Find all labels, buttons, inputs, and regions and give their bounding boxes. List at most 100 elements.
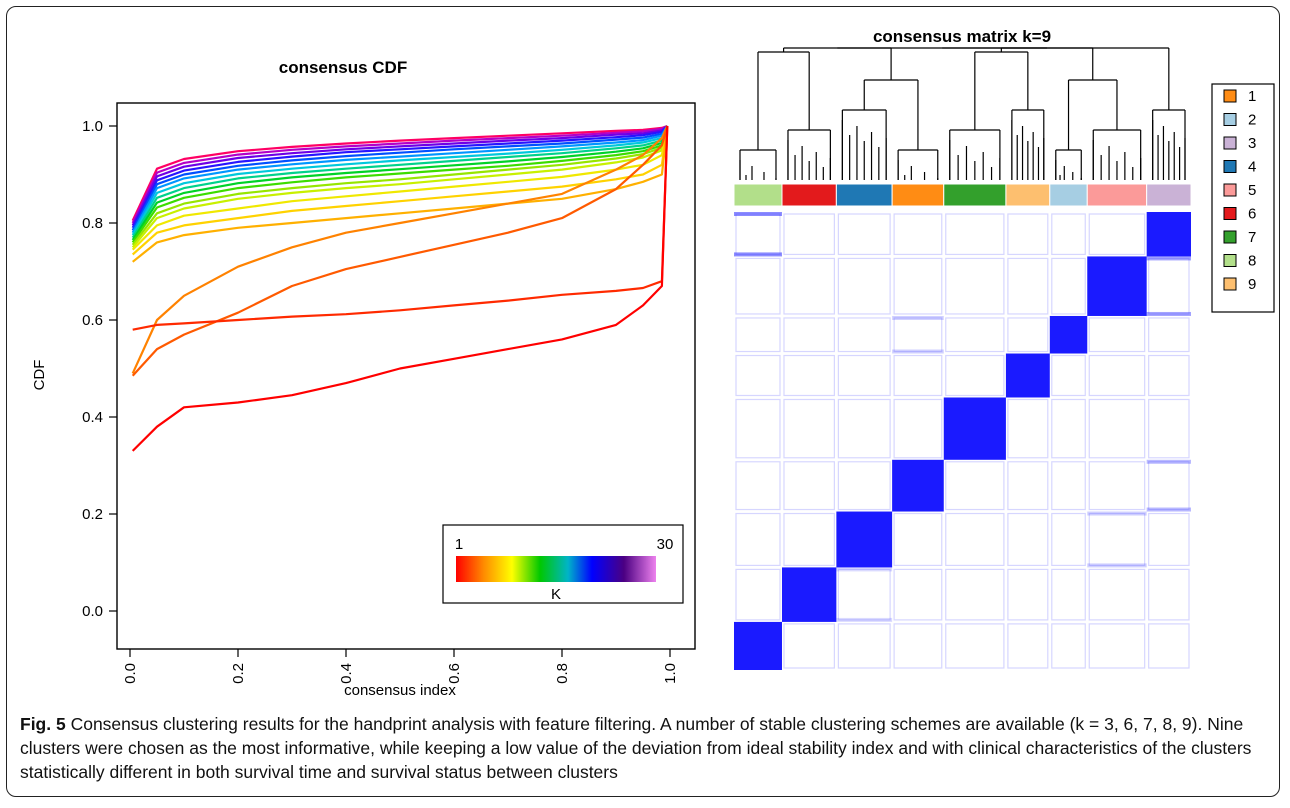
matrix-offdiag-stripe (836, 617, 893, 622)
cdf-series-line-k16 (131, 125, 669, 239)
matrix-offdiag-stripe (836, 567, 893, 572)
cluster-bar-segment-1 (891, 183, 945, 207)
matrix-offdiag-cell (783, 623, 835, 669)
cluster-legend-label-8: 8 (1248, 253, 1256, 270)
matrix-offdiag-cell (945, 568, 1005, 621)
y-tick-label: 0.2 (82, 506, 103, 523)
matrix-offdiag-stripe (892, 349, 944, 354)
matrix-offdiag-stripe (1087, 511, 1147, 516)
cdf-series-line-k12 (131, 125, 669, 244)
matrix-offdiag-cell (735, 398, 781, 459)
cluster-legend-swatch-6 (1223, 207, 1237, 220)
x-tick-label: 0.0 (122, 663, 139, 684)
y-tick-label: 0.0 (82, 603, 103, 620)
cluster-legend-box (1211, 83, 1275, 313)
cdf-series-line-k18 (131, 125, 669, 236)
matrix-offdiag-cell (1051, 354, 1086, 397)
matrix-diagonal-block-1 (892, 459, 944, 512)
matrix-offdiag-stripe (892, 315, 944, 320)
matrix-offdiag-cell (837, 623, 891, 669)
matrix-offdiag-cell (945, 317, 1005, 353)
x-tick-label: 0.2 (230, 663, 247, 684)
matrix-offdiag-cell (1007, 623, 1049, 669)
matrix-offdiag-cell (783, 213, 835, 256)
matrix-offdiag-cell (945, 512, 1005, 567)
matrix-offdiag-cell (735, 354, 781, 397)
matrix-title: consensus matrix k=9 (873, 27, 1051, 46)
matrix-offdiag-cell (893, 623, 943, 669)
cluster-legend-label-6: 6 (1248, 206, 1256, 223)
matrix-offdiag-cell (1148, 512, 1190, 567)
matrix-offdiag-cell (783, 354, 835, 397)
consensus-heatmap (734, 212, 1191, 670)
matrix-offdiag-cell (1148, 398, 1190, 459)
matrix-offdiag-cell (1051, 213, 1086, 256)
x-tick-label: 0.8 (554, 663, 571, 684)
cluster-bar-segment-9 (1005, 183, 1051, 207)
cluster-legend-label-9: 9 (1248, 276, 1256, 293)
matrix-offdiag-cell (1007, 461, 1049, 511)
matrix-offdiag-cell (1088, 512, 1146, 567)
matrix-offdiag-cell (1007, 317, 1049, 353)
matrix-offdiag-cell (893, 257, 943, 315)
cluster-legend-swatch-9 (1223, 277, 1237, 291)
x-tick-label: 0.4 (338, 663, 355, 684)
matrix-offdiag-cell (1148, 354, 1190, 397)
matrix-offdiag-cell (945, 623, 1005, 669)
matrix-offdiag-cell (1148, 317, 1190, 353)
cdf-series-line-k2 (131, 125, 669, 452)
figure-label: Fig. 5 (20, 714, 66, 734)
cluster-legend-label-7: 7 (1248, 229, 1256, 246)
matrix-offdiag-cell (1088, 398, 1146, 459)
matrix-offdiag-cell (1051, 512, 1086, 567)
cluster-legend-label-3: 3 (1248, 135, 1256, 152)
matrix-offdiag-cell (783, 461, 835, 511)
matrix-offdiag-cell (1088, 213, 1146, 256)
matrix-offdiag-cell (1088, 623, 1146, 669)
x-tick-label: 1.0 (662, 663, 679, 684)
y-tick-label: 0.4 (82, 409, 103, 426)
matrix-offdiag-cell (893, 317, 943, 353)
cluster-bar-segment-8 (733, 183, 783, 207)
matrix-offdiag-cell (783, 317, 835, 353)
cdf-series-line-k30 (131, 124, 668, 222)
cdf-plot-box (116, 102, 696, 650)
matrix-offdiag-cell (945, 213, 1005, 256)
cluster-legend-swatch-8 (1223, 254, 1237, 267)
matrix-offdiag-cell (893, 398, 943, 459)
matrix-diagonal-block-5 (1087, 256, 1147, 316)
matrix-offdiag-cell (837, 398, 891, 459)
legend-min-label: 1 (455, 536, 463, 553)
cluster-bar-segment-7 (943, 183, 1007, 207)
matrix-offdiag-cell (945, 461, 1005, 511)
figure-frame (6, 6, 1280, 797)
matrix-offdiag-cell (893, 568, 943, 621)
matrix-offdiag-cell (837, 568, 891, 621)
k-color-legend: 1 30 K (442, 524, 684, 604)
cdf-x-axis-label: consensus index (344, 682, 456, 699)
cdf-series-line-k4 (131, 125, 669, 377)
matrix-offdiag-cell (837, 317, 891, 353)
matrix-offdiag-cell (1007, 213, 1049, 256)
cluster-bar-segment-2 (1049, 183, 1088, 207)
cluster-legend-swatch-3 (1223, 136, 1237, 150)
matrix-offdiag-cell (1148, 623, 1190, 669)
matrix-offdiag-cell (945, 257, 1005, 315)
y-tick-label: 1.0 (82, 118, 103, 135)
cluster-legend-swatch-2 (1223, 113, 1237, 126)
matrix-offdiag-cell (837, 461, 891, 511)
matrix-diagonal-block-2 (1049, 315, 1088, 354)
matrix-offdiag-cell (1088, 354, 1146, 397)
matrix-offdiag-stripe (734, 212, 782, 216)
matrix-offdiag-cell (1088, 317, 1146, 353)
matrix-offdiag-cell (783, 257, 835, 315)
cdf-series-line-k14 (131, 125, 669, 241)
cdf-series-line-k20 (131, 125, 669, 234)
figure-caption: Fig. 5 Consensus clustering results for … (20, 712, 1270, 784)
cluster-legend-label-2: 2 (1248, 112, 1256, 129)
matrix-offdiag-cell (1007, 257, 1049, 315)
matrix-offdiag-cell (837, 354, 891, 397)
matrix-diagonal-block-7 (943, 397, 1006, 460)
matrix-offdiag-stripe (1146, 256, 1191, 261)
matrix-offdiag-stripe (1146, 507, 1191, 512)
